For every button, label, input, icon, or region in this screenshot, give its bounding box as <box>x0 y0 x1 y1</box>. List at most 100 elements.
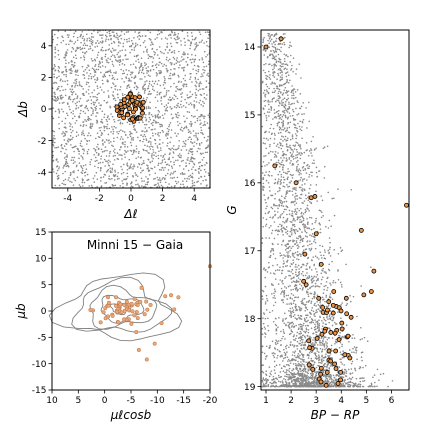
field-star-point <box>58 112 61 114</box>
field-cmd-point <box>314 241 317 244</box>
field-star-point <box>72 90 75 93</box>
field-star-point <box>86 39 88 42</box>
field-star-point <box>149 69 152 72</box>
field-star-point <box>119 34 122 37</box>
field-cmd-point <box>276 264 279 266</box>
field-star-point <box>191 148 193 150</box>
field-star-point <box>196 117 199 120</box>
field-star-point <box>158 32 161 35</box>
field-star-point <box>202 133 204 136</box>
field-cmd-point <box>315 379 318 382</box>
field-cmd-point <box>291 85 293 87</box>
field-star-point <box>148 37 151 40</box>
field-star-point <box>207 63 210 65</box>
field-star-point <box>63 183 65 186</box>
field-cmd-point <box>318 327 320 329</box>
field-cmd-point <box>262 322 265 325</box>
field-cmd-point <box>329 241 331 244</box>
field-star-point <box>89 126 92 129</box>
field-star-point <box>203 102 205 105</box>
field-cmd-point <box>266 163 268 166</box>
field-cmd-point <box>262 108 265 111</box>
field-cmd-point <box>293 97 295 100</box>
field-cmd-point <box>314 371 316 374</box>
field-star-point <box>144 183 147 186</box>
field-cmd-point <box>302 219 305 222</box>
field-cmd-point <box>269 251 272 253</box>
field-star-point <box>203 71 205 74</box>
field-star-point <box>136 93 139 95</box>
field-star-point <box>166 38 168 40</box>
field-cmd-point <box>283 291 286 293</box>
field-cmd-point <box>268 366 271 368</box>
field-star-point <box>146 51 148 53</box>
field-star-point <box>145 67 147 70</box>
field-star-point <box>143 84 146 86</box>
field-cmd-point <box>294 243 296 246</box>
field-star-point <box>151 65 154 67</box>
field-cmd-point <box>286 232 289 235</box>
field-star-point <box>100 120 102 123</box>
field-star-point <box>153 82 156 85</box>
field-star-point <box>158 177 161 179</box>
field-cmd-point <box>282 357 285 360</box>
field-star-point <box>174 33 176 35</box>
field-cmd-point <box>272 375 275 378</box>
field-cmd-point <box>285 275 287 278</box>
field-star-point <box>195 69 197 72</box>
field-star-point <box>86 81 88 83</box>
field-star-point <box>77 107 80 109</box>
field-star-point <box>138 186 141 188</box>
field-cmd-point <box>286 384 289 386</box>
field-star-point <box>107 57 109 60</box>
field-star-point <box>135 150 137 153</box>
field-star-point <box>119 122 122 125</box>
field-star-point <box>69 108 71 111</box>
field-star-point <box>176 61 179 63</box>
field-star-point <box>53 64 56 66</box>
field-cmd-point <box>299 318 301 320</box>
field-star-point <box>54 184 57 187</box>
field-star-point <box>96 159 98 162</box>
field-cmd-point <box>283 157 285 159</box>
field-star-point <box>113 34 115 36</box>
field-star-point <box>135 174 138 176</box>
field-cmd-point <box>267 385 270 388</box>
field-cmd-point <box>288 156 291 159</box>
field-star-point <box>98 102 100 104</box>
field-cmd-point <box>310 235 313 237</box>
field-cmd-point <box>294 303 297 306</box>
field-star-point <box>161 161 164 163</box>
field-star-point <box>170 129 173 131</box>
field-star-point <box>189 44 192 47</box>
field-star-point <box>83 94 85 97</box>
field-cmd-point <box>320 359 323 362</box>
field-star-point <box>178 50 180 53</box>
field-cmd-point <box>295 281 298 284</box>
field-star-point <box>56 165 59 167</box>
field-star-point <box>108 74 111 77</box>
field-cmd-point <box>291 153 293 155</box>
field-star-point <box>81 131 83 134</box>
field-cmd-point <box>287 171 289 173</box>
field-star-point <box>78 116 81 119</box>
field-star-point <box>183 127 185 130</box>
field-cmd-point <box>314 353 317 356</box>
field-cmd-point <box>299 354 301 357</box>
field-cmd-point <box>351 381 353 384</box>
field-star-point <box>163 113 166 115</box>
field-cmd-point <box>272 381 275 383</box>
field-cmd-point <box>267 196 270 199</box>
field-cmd-point <box>282 120 285 122</box>
field-cmd-point <box>296 207 299 210</box>
field-cmd-point <box>298 378 301 380</box>
field-star-point <box>139 35 142 38</box>
field-star-point <box>133 55 136 58</box>
member-pm-point <box>132 313 137 318</box>
field-star-point <box>70 131 73 134</box>
field-star-point <box>160 71 163 73</box>
field-cmd-point <box>275 332 278 335</box>
field-star-point <box>80 41 82 44</box>
field-star-point <box>114 88 116 90</box>
field-star-point <box>106 80 109 83</box>
